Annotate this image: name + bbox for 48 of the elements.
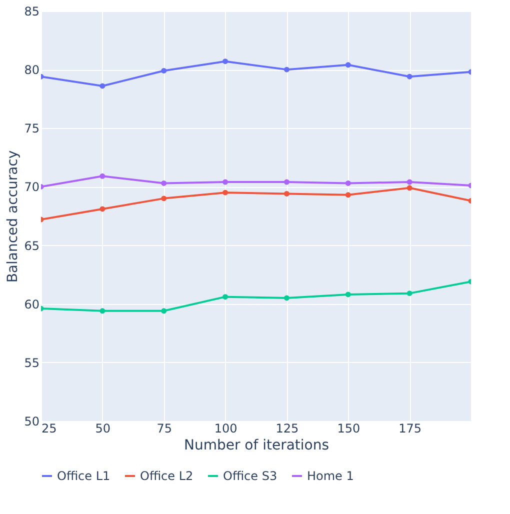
y-tick-label: 80 (24, 63, 40, 78)
line-series (41, 58, 471, 89)
x-tick-label: 25 (42, 422, 57, 436)
point (222, 190, 228, 196)
line-series (41, 173, 471, 190)
point (161, 68, 167, 74)
y-tick-label: 85 (24, 4, 40, 18)
x-tick-label: 150 (337, 422, 360, 436)
y-tick-label: 70 (24, 180, 40, 194)
point (222, 179, 228, 185)
x-tick-label: 100 (214, 422, 238, 436)
x-axis-title: Number of iterations (184, 438, 330, 454)
y-axis-title: Balanced accuracy (5, 150, 22, 283)
x-tick-label: 50 (95, 422, 111, 436)
point (284, 179, 290, 185)
line-series (41, 185, 471, 222)
y-tick-label: 65 (24, 238, 40, 253)
point (345, 62, 351, 68)
point (222, 58, 228, 64)
point (100, 173, 106, 179)
x-tick-label: 125 (276, 422, 299, 436)
point (284, 66, 290, 72)
point (284, 191, 290, 196)
legend-label: Office L1 (57, 469, 110, 483)
point (222, 294, 228, 300)
legend-label: Office S3 (223, 469, 278, 483)
legend-label: Office L2 (140, 469, 194, 483)
point (406, 74, 412, 80)
point (406, 185, 412, 191)
y-tick-label: 75 (24, 122, 40, 136)
point (406, 179, 412, 185)
point (161, 180, 167, 186)
y-tick-label: 55 (24, 356, 40, 370)
line-series (41, 278, 471, 314)
legend-label: Home 1 (307, 469, 354, 483)
x-tick-label: 75 (156, 422, 172, 436)
point (161, 308, 167, 314)
point (100, 83, 106, 89)
point (406, 290, 412, 296)
point (100, 206, 106, 212)
point (161, 196, 167, 202)
point (100, 308, 106, 314)
point (345, 292, 351, 298)
point (284, 295, 290, 301)
point (345, 192, 351, 198)
x-tick-label: 175 (398, 422, 422, 436)
y-tick-label: 60 (24, 297, 40, 312)
point (345, 180, 351, 186)
